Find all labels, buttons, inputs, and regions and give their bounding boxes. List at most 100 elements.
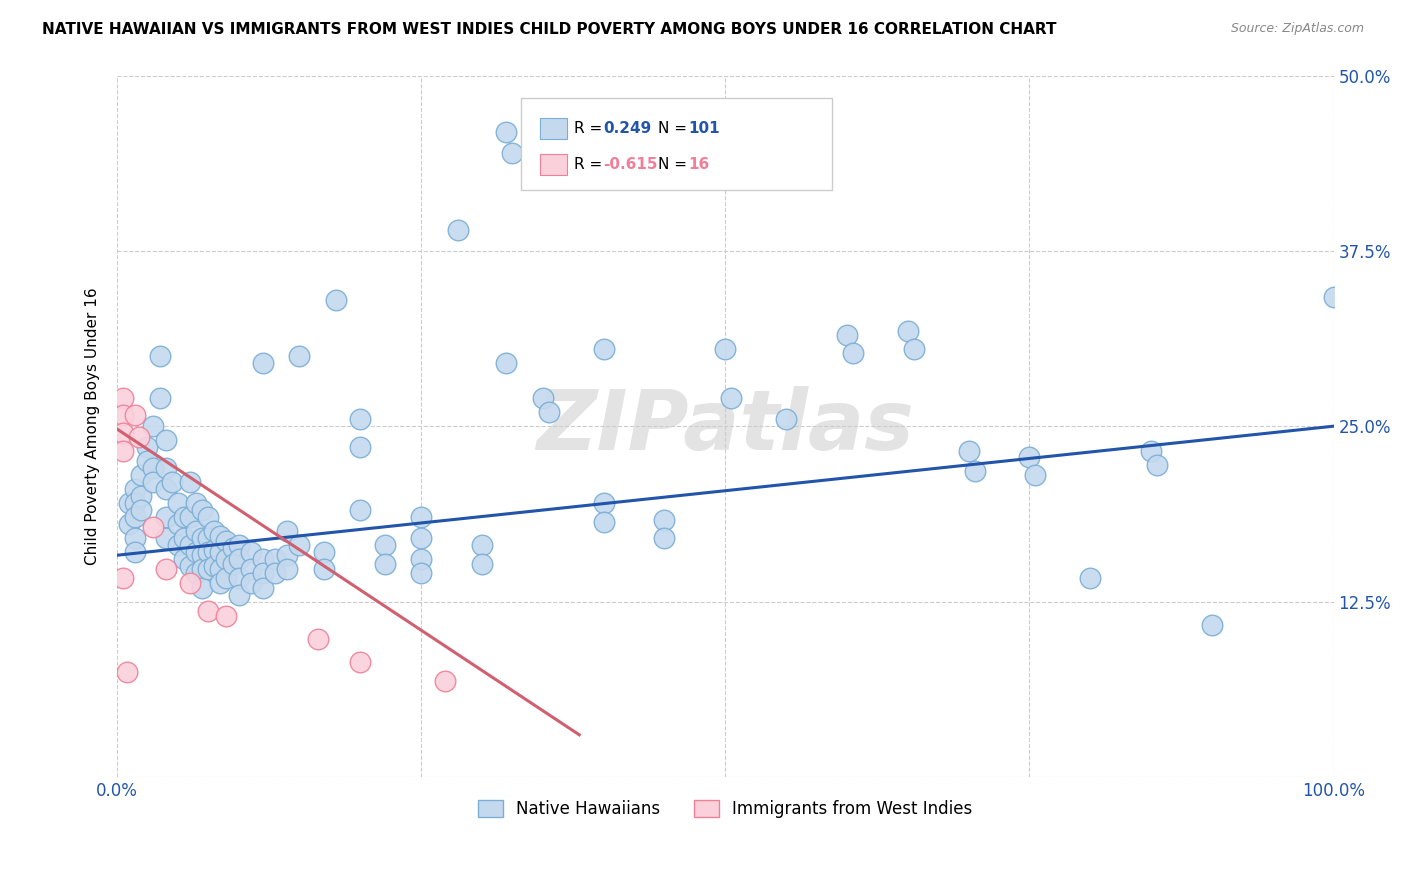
Point [720,391,742,405]
Point [215,608,238,623]
Point [202,524,225,539]
Point [349,655,371,669]
Point [155,434,177,448]
Point [903,342,925,356]
Point [1140,444,1163,458]
Point [288,538,311,552]
Point [835,328,858,343]
Text: R =: R = [575,120,607,136]
Point [264,552,287,566]
Point [411,510,433,524]
Point [197,510,219,524]
Text: ZIPatlas: ZIPatlas [536,385,914,467]
Point [179,510,201,524]
Point [312,562,335,576]
Point [129,489,152,503]
Point [374,557,396,571]
Point [1146,458,1168,473]
Text: 101: 101 [689,120,720,136]
Point [142,475,165,490]
Point [184,524,207,539]
Point [963,464,986,478]
Point [252,356,274,370]
Point [173,532,195,546]
Point [191,503,214,517]
Point [411,552,433,566]
Point [775,412,797,426]
Point [112,408,135,422]
Point [221,541,243,556]
Point [531,391,554,405]
Point [191,532,214,546]
Point [446,223,468,237]
Point [173,510,195,524]
Text: 0.249: 0.249 [603,120,652,136]
Point [1322,290,1344,304]
Point [128,430,150,444]
Point [160,475,183,490]
Point [166,538,188,552]
Point [112,391,135,405]
Point [276,548,298,562]
Point [325,293,347,307]
Point [307,632,329,647]
Point [239,562,262,576]
Text: 16: 16 [689,157,710,172]
Point [202,542,225,557]
Point [592,515,614,529]
Point [184,566,207,581]
Point [191,562,214,576]
Text: Source: ZipAtlas.com: Source: ZipAtlas.com [1230,22,1364,36]
Point [136,454,159,468]
Point [434,674,457,689]
Point [897,324,920,338]
Point [1078,571,1101,585]
Point [501,145,523,160]
Point [1018,450,1040,464]
Point [202,559,225,574]
Point [129,468,152,483]
Point [184,496,207,510]
Point [411,566,433,581]
Point [209,576,232,591]
Point [276,524,298,539]
Point [191,548,214,562]
Point [118,517,141,532]
Point [112,426,135,441]
Point [124,532,146,546]
Point [228,571,250,585]
Point [166,496,188,510]
Point [124,510,146,524]
Point [264,566,287,581]
Point [349,503,371,517]
Point [155,510,177,524]
Point [215,534,238,549]
Text: N =: N = [658,157,692,172]
Point [112,444,135,458]
Point [179,538,201,552]
Point [148,349,170,363]
Point [842,346,865,360]
Point [124,496,146,510]
Point [592,342,614,356]
Point [714,342,737,356]
Text: R =: R = [575,157,607,172]
FancyBboxPatch shape [540,118,567,138]
Point [215,571,238,585]
Point [252,566,274,581]
Point [239,545,262,559]
Point [173,552,195,566]
Point [228,538,250,552]
Point [166,517,188,532]
Point [592,496,614,510]
Point [349,440,371,454]
Point [197,604,219,618]
Point [115,665,138,679]
Point [215,552,238,566]
Point [209,562,232,576]
Point [471,538,494,552]
Point [209,545,232,559]
Point [197,545,219,559]
Point [228,552,250,566]
Point [129,503,152,517]
